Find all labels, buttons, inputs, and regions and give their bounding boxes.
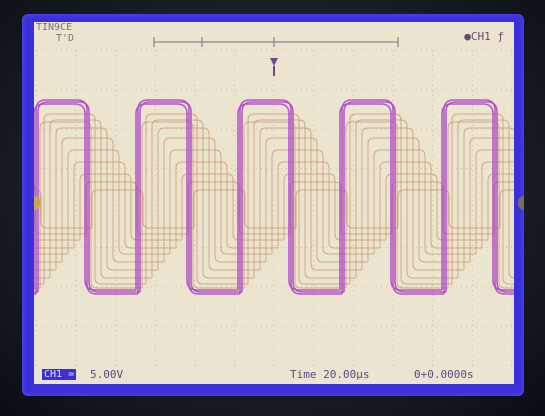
channel-ground-marker [34, 196, 40, 210]
trigger-source-label: ●CH1 ƒ [464, 30, 504, 43]
ghost-trace [34, 119, 514, 279]
ghost-trace [34, 173, 514, 241]
coupling-icon: ≃ [62, 369, 75, 380]
trigger-position-icon [270, 58, 278, 66]
main-trace [34, 99, 514, 295]
ghost-trace [34, 113, 514, 285]
acquisition-mode-label: TIN9CE [36, 22, 73, 33]
ghost-trace [34, 127, 514, 271]
timebase-label: Time 20.00μs [290, 368, 370, 381]
trigger-status-label: T'D [56, 33, 75, 44]
ghost-trace [34, 149, 514, 255]
trigger-source-text: CH1 ƒ [470, 30, 504, 43]
time-offset-label: 0+0.0000s [414, 368, 474, 381]
ghost-trace [34, 137, 514, 263]
waveform-display: TIN9CE T'D ●CH1 ƒ CH1 ≃ 5.00V Time 20.00… [34, 22, 514, 384]
channel-label: CH1 [44, 369, 63, 380]
trigger-level-marker [518, 196, 524, 210]
ghost-trace [34, 161, 514, 249]
waveform-plot [34, 37, 514, 367]
main-trace-line [34, 101, 514, 293]
top-status-bar: TIN9CE T'D ●CH1 ƒ [34, 22, 514, 52]
ghost-trace [34, 189, 514, 229]
channel-indicator: CH1 ≃ [42, 369, 77, 380]
main-trace-line [34, 103, 514, 291]
bottom-status-bar: CH1 ≃ 5.00V Time 20.00μs 0+0.0000s [34, 366, 514, 384]
persistence-traces [34, 113, 514, 289]
trigger-marker-icon: ● [464, 30, 471, 43]
trigger-position-scale [153, 37, 399, 76]
volts-per-div-label: 5.00V [90, 368, 124, 381]
